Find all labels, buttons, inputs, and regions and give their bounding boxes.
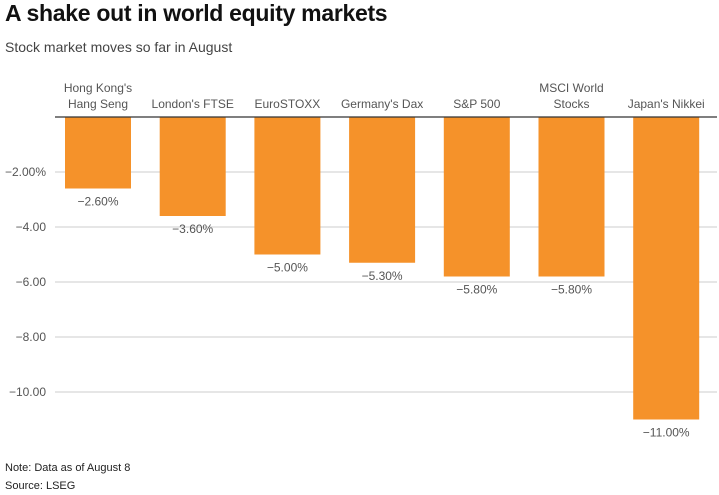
y-tick-label: −4.00	[16, 220, 47, 234]
bar	[65, 117, 131, 189]
category-label: EuroSTOXX	[254, 97, 320, 111]
bar	[159, 117, 226, 216]
source-note: Source: LSEG	[5, 480, 76, 492]
bar	[254, 117, 321, 255]
chart-title: A shake out in world equity markets	[5, 0, 388, 26]
category-label: Germany's Dax	[341, 97, 423, 111]
category-label: S&P 500	[453, 97, 500, 111]
y-tick-label: −8.00	[16, 330, 47, 344]
footnote: Note: Data as of August 8	[5, 462, 131, 474]
category-label: Hang Seng	[68, 97, 128, 111]
data-label: −5.00%	[267, 261, 308, 275]
category-label: London's FTSE	[152, 97, 234, 111]
data-label: −5.80%	[456, 283, 497, 297]
y-tick-label: −6.00	[16, 275, 47, 289]
bar	[443, 117, 510, 277]
category-label: Stocks	[553, 97, 589, 111]
bar-chart: −2.00% −4.00 −6.00 −8.00 −10.00 −2.60% Hong Ko…	[5, 81, 717, 440]
bar	[349, 117, 416, 263]
bar	[633, 117, 700, 420]
category-label: Hong Kong's	[64, 81, 132, 95]
data-label: −2.60%	[77, 195, 118, 209]
category-label: MSCI World	[539, 81, 603, 95]
data-label: −5.80%	[551, 283, 592, 297]
y-tick-label: −2.00%	[5, 165, 46, 179]
data-label: −5.30%	[362, 269, 403, 283]
category-label: Japan's Nikkei	[628, 97, 705, 111]
data-label: −11.00%	[643, 426, 690, 440]
chart-subtitle: Stock market moves so far in August	[5, 39, 233, 55]
bar	[538, 117, 605, 277]
data-label: −3.60%	[172, 222, 213, 236]
y-tick-label: −10.00	[9, 385, 46, 399]
